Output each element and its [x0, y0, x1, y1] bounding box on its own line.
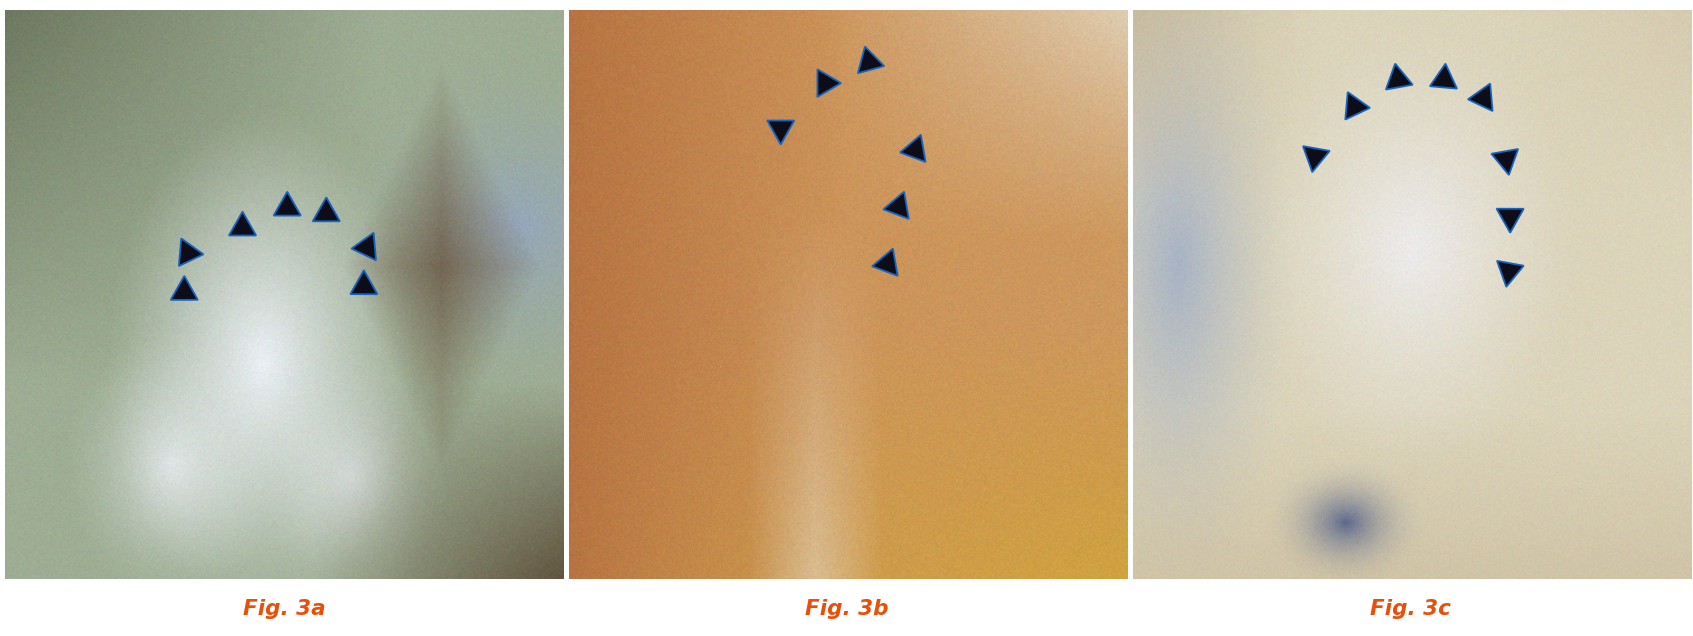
Polygon shape — [1492, 149, 1519, 175]
Polygon shape — [1431, 64, 1458, 88]
Polygon shape — [884, 191, 909, 219]
Polygon shape — [1497, 209, 1524, 233]
Polygon shape — [350, 270, 378, 294]
Polygon shape — [901, 135, 926, 162]
Polygon shape — [1497, 261, 1524, 287]
Polygon shape — [313, 197, 340, 221]
Polygon shape — [858, 46, 884, 73]
Polygon shape — [171, 276, 198, 300]
Polygon shape — [1304, 146, 1329, 172]
Polygon shape — [1346, 92, 1370, 120]
Polygon shape — [229, 212, 256, 235]
Text: Fig. 3c: Fig. 3c — [1370, 599, 1451, 619]
Text: Fig. 3a: Fig. 3a — [244, 599, 325, 619]
Text: Fig. 3b: Fig. 3b — [804, 599, 889, 619]
Polygon shape — [872, 249, 897, 276]
Polygon shape — [767, 120, 794, 144]
Polygon shape — [818, 69, 841, 97]
Polygon shape — [352, 233, 376, 260]
Polygon shape — [1468, 83, 1493, 111]
Polygon shape — [274, 191, 301, 216]
Polygon shape — [1387, 64, 1412, 90]
Polygon shape — [179, 238, 203, 266]
